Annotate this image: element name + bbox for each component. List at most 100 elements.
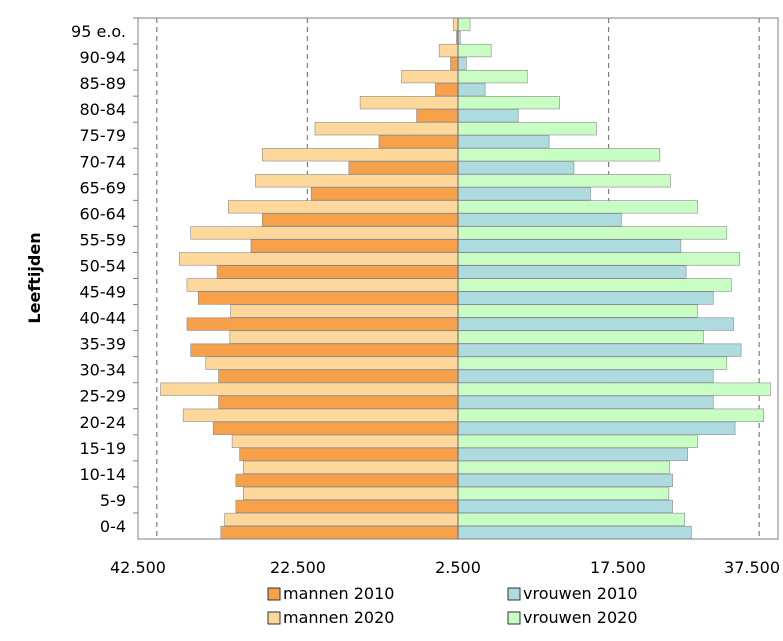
bar-vrouwen-2010-50-54: [457, 265, 687, 279]
bar-mannen-2020-35-39: [229, 330, 459, 344]
bar-vrouwen-2010-80-84: [457, 109, 519, 123]
y-tick-label: 55-59: [80, 230, 127, 249]
bar-mannen-2020-65-69: [255, 174, 459, 188]
bar-mannen-2010-10-14: [235, 473, 459, 488]
bar-vrouwen-2010-60-64: [457, 213, 622, 227]
bar-vrouwen-2020-70-74: [457, 148, 661, 162]
bar-mannen-2020-30-34: [205, 356, 459, 370]
y-tick-label: 30-34: [80, 361, 127, 380]
bar-mannen-2010-70-74: [348, 161, 459, 175]
y-tick-label: 45-49: [80, 283, 127, 302]
y-tick-label: 75-79: [80, 126, 127, 145]
bar-vrouwen-2010-35-39: [457, 343, 742, 357]
legend-swatch: [507, 611, 521, 625]
bar-mannen-2020-85-89: [401, 70, 459, 84]
bar-mannen-2020-0-4: [224, 512, 459, 527]
bars: [160, 17, 771, 540]
y-tick-label: 50-54: [80, 256, 127, 275]
bar-mannen-2010-60-64: [261, 213, 459, 227]
bar-vrouwen-2020-85-89: [457, 70, 528, 84]
bar-vrouwen-2020-60-64: [457, 200, 698, 214]
bar-mannen-2010-0-4: [220, 525, 459, 540]
bar-mannen-2010-55-59: [250, 239, 459, 253]
x-tick-label: 22.500: [270, 558, 326, 577]
bar-vrouwen-2020-25-29: [457, 382, 771, 396]
bar-mannen-2020-95 e.o.: [453, 17, 459, 32]
bar-vrouwen-2020-35-39: [457, 330, 704, 344]
bar-vrouwen-2010-70-74: [457, 161, 575, 175]
x-tick-labels: 42.500 22.500 2.500 17.500 37.500: [110, 558, 780, 577]
bar-vrouwen-2020-50-54: [457, 252, 740, 266]
y-tick-label: 40-44: [80, 309, 127, 328]
bar-mannen-2010-40-44: [186, 317, 459, 331]
bar-vrouwen-2020-55-59: [457, 226, 728, 240]
bar-mannen-2010-80-84: [416, 109, 459, 123]
bar-vrouwen-2010-85-89: [457, 83, 486, 97]
y-tick-label: 60-64: [80, 204, 127, 223]
y-tick-label: 35-39: [80, 335, 127, 354]
y-tick-label: 0-4: [100, 517, 126, 536]
bar-vrouwen-2020-30-34: [457, 356, 728, 370]
legend-label: vrouwen 2020: [523, 608, 638, 627]
bar-vrouwen-2020-80-84: [457, 96, 560, 110]
bar-mannen-2010-50-54: [216, 265, 459, 279]
bar-mannen-2010-90-94: [450, 56, 459, 71]
bar-vrouwen-2010-40-44: [457, 317, 734, 331]
bar-vrouwen-2020-40-44: [457, 304, 698, 318]
x-tick-label: 2.500: [435, 558, 481, 577]
bar-vrouwen-2010-65-69: [457, 187, 591, 201]
bar-mannen-2020-40-44: [230, 304, 459, 318]
x-tick-label: 37.500: [724, 558, 780, 577]
bar-vrouwen-2020-5-9: [457, 486, 670, 501]
bar-mannen-2020-55-59: [190, 226, 459, 240]
y-tick-label: 85-89: [80, 74, 127, 93]
legend-swatch: [267, 611, 281, 625]
bar-vrouwen-2010-20-24: [457, 421, 736, 435]
bar-vrouwen-2010-90-94: [457, 56, 467, 71]
bar-vrouwen-2020-20-24: [457, 408, 764, 422]
bar-mannen-2020-70-74: [261, 148, 459, 162]
bar-mannen-2010-45-49: [197, 291, 459, 305]
bar-vrouwen-2010-0-4: [457, 525, 692, 540]
bar-mannen-2020-60-64: [228, 200, 459, 214]
bar-vrouwen-2020-75-79: [457, 122, 597, 136]
legend-swatch: [267, 587, 281, 601]
bar-vrouwen-2010-75-79: [457, 135, 550, 149]
y-tick-label: 5-9: [100, 491, 126, 510]
bar-vrouwen-2020-90-94: [457, 43, 492, 58]
bar-vrouwen-2020-45-49: [457, 278, 732, 292]
y-tick-label: 10-14: [80, 465, 127, 484]
bar-mannen-2020-25-29: [160, 382, 459, 396]
bar-vrouwen-2010-30-34: [457, 369, 714, 383]
bar-mannen-2020-5-9: [243, 486, 459, 501]
bar-vrouwen-2020-10-14: [457, 460, 670, 474]
legend: mannen 2010 mannen 2020 vrouwen 2010 vrouwe…: [267, 584, 638, 627]
y-tick-label: 95 e.o.: [71, 22, 126, 41]
bar-vrouwen-2020-15-19: [457, 434, 698, 448]
bar-mannen-2020-20-24: [182, 408, 459, 422]
bar-mannen-2020-90-94: [438, 43, 459, 58]
bar-mannen-2010-20-24: [212, 421, 459, 435]
bar-vrouwen-2020-0-4: [457, 512, 685, 527]
y-tick-label: 15-19: [80, 439, 127, 458]
bar-mannen-2010-15-19: [239, 447, 459, 461]
bar-mannen-2020-75-79: [314, 122, 459, 136]
bar-mannen-2010-75-79: [378, 135, 459, 149]
bar-vrouwen-2020-65-69: [457, 174, 671, 188]
bar-mannen-2010-25-29: [218, 395, 459, 409]
legend-label: vrouwen 2010: [523, 584, 638, 603]
y-tick-label: 20-24: [80, 413, 127, 432]
bar-mannen-2020-45-49: [186, 278, 459, 292]
bar-mannen-2010-30-34: [218, 369, 459, 383]
bar-mannen-2010-35-39: [190, 343, 459, 357]
y-tick-label: 90-94: [80, 48, 127, 67]
bar-mannen-2010-85-89: [435, 83, 459, 97]
legend-swatch: [507, 587, 521, 601]
x-tick-label: 17.500: [590, 558, 646, 577]
bar-vrouwen-2010-5-9: [457, 499, 673, 514]
bar-vrouwen-2010-25-29: [457, 395, 714, 409]
bar-mannen-2010-65-69: [310, 187, 459, 201]
bar-mannen-2020-50-54: [179, 252, 459, 266]
y-tick-label: 70-74: [80, 152, 127, 171]
